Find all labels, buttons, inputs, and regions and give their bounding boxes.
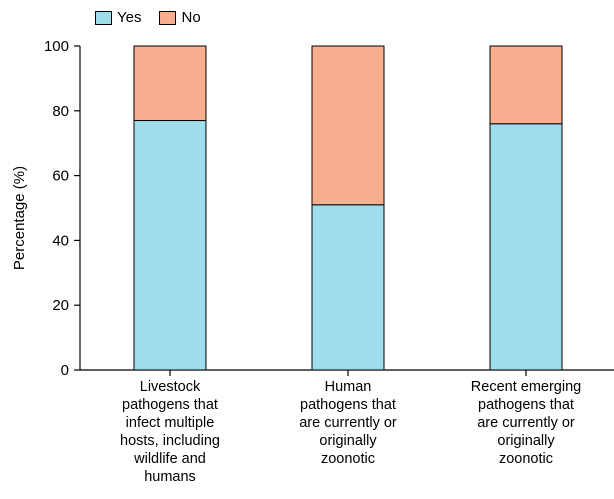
y-tick-label: 20	[52, 297, 69, 314]
chart-bars	[133, 45, 563, 371]
x-tick-label: Recent emerging pathogens that are current…	[471, 379, 581, 467]
legend-swatch-no	[159, 10, 177, 25]
legend-label-yes: Yes	[117, 9, 142, 26]
legend-label-no: No	[181, 9, 201, 26]
legend-item-no: No	[159, 9, 201, 26]
bar-no-0	[133, 45, 207, 122]
chart-legend: Yes No	[95, 9, 219, 26]
y-tick-label: 0	[61, 362, 69, 379]
y-axis-title: Percentage (%)	[11, 166, 28, 270]
legend-swatch-yes	[95, 10, 112, 25]
bar-yes-0	[133, 120, 207, 371]
bar-yes-1	[311, 204, 385, 371]
y-tick-label: 80	[52, 103, 69, 120]
bar-no-1	[311, 45, 385, 206]
x-tick-label: Human pathogens that are currently or origi…	[299, 379, 397, 467]
bar-yes-2	[489, 123, 563, 371]
x-tick-label: Livestock pathogens that infect multiple ho…	[120, 379, 220, 485]
y-axis-title-group: Percentage (%)	[11, 166, 28, 270]
y-tick-label: 100	[44, 38, 69, 55]
legend-item-yes: Yes	[95, 9, 141, 26]
y-tick-label: 40	[52, 232, 69, 249]
bar-no-2	[489, 45, 563, 125]
y-tick-label: 60	[52, 168, 69, 185]
